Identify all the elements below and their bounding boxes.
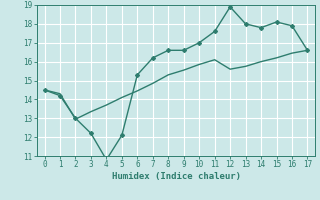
- X-axis label: Humidex (Indice chaleur): Humidex (Indice chaleur): [111, 172, 241, 181]
